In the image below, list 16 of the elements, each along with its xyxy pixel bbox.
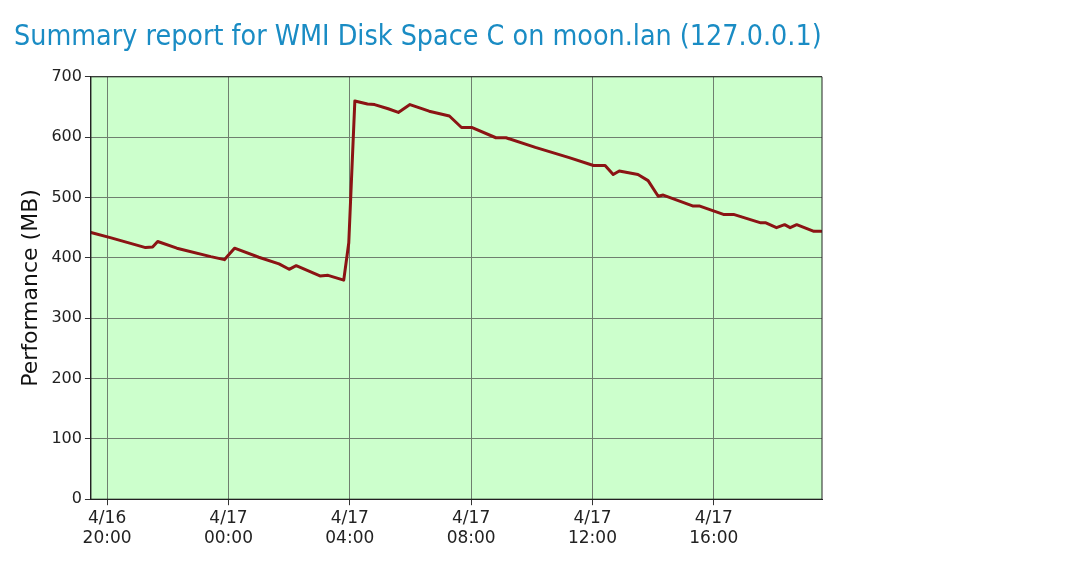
y-tick-label: 300 [51, 307, 82, 327]
y-tick-label: 400 [51, 246, 82, 266]
chart-title: Summary report for WMI Disk Space C on moon.lan (127.0.0.1) [14, 18, 822, 52]
x-tick-label: 4/17 12:00 [567, 506, 617, 548]
x-tick-label: 4/17 00:00 [203, 506, 253, 548]
y-tick-label: 200 [51, 367, 82, 387]
y-tick-label: 700 [51, 65, 82, 85]
x-tick-label: 4/17 04:00 [325, 506, 375, 548]
x-tick-label: 4/17 16:00 [689, 506, 739, 548]
y-tick-label: 600 [51, 126, 82, 146]
x-tick-label: 4/16 20:00 [82, 506, 132, 548]
y-tick-label: 500 [51, 186, 82, 206]
x-tick-label: 4/17 08:00 [446, 506, 496, 548]
y-tick-label: 0 [71, 488, 82, 508]
y-tick-label: 100 [51, 428, 82, 448]
y-axis-title: Performance (MB) [16, 189, 42, 387]
